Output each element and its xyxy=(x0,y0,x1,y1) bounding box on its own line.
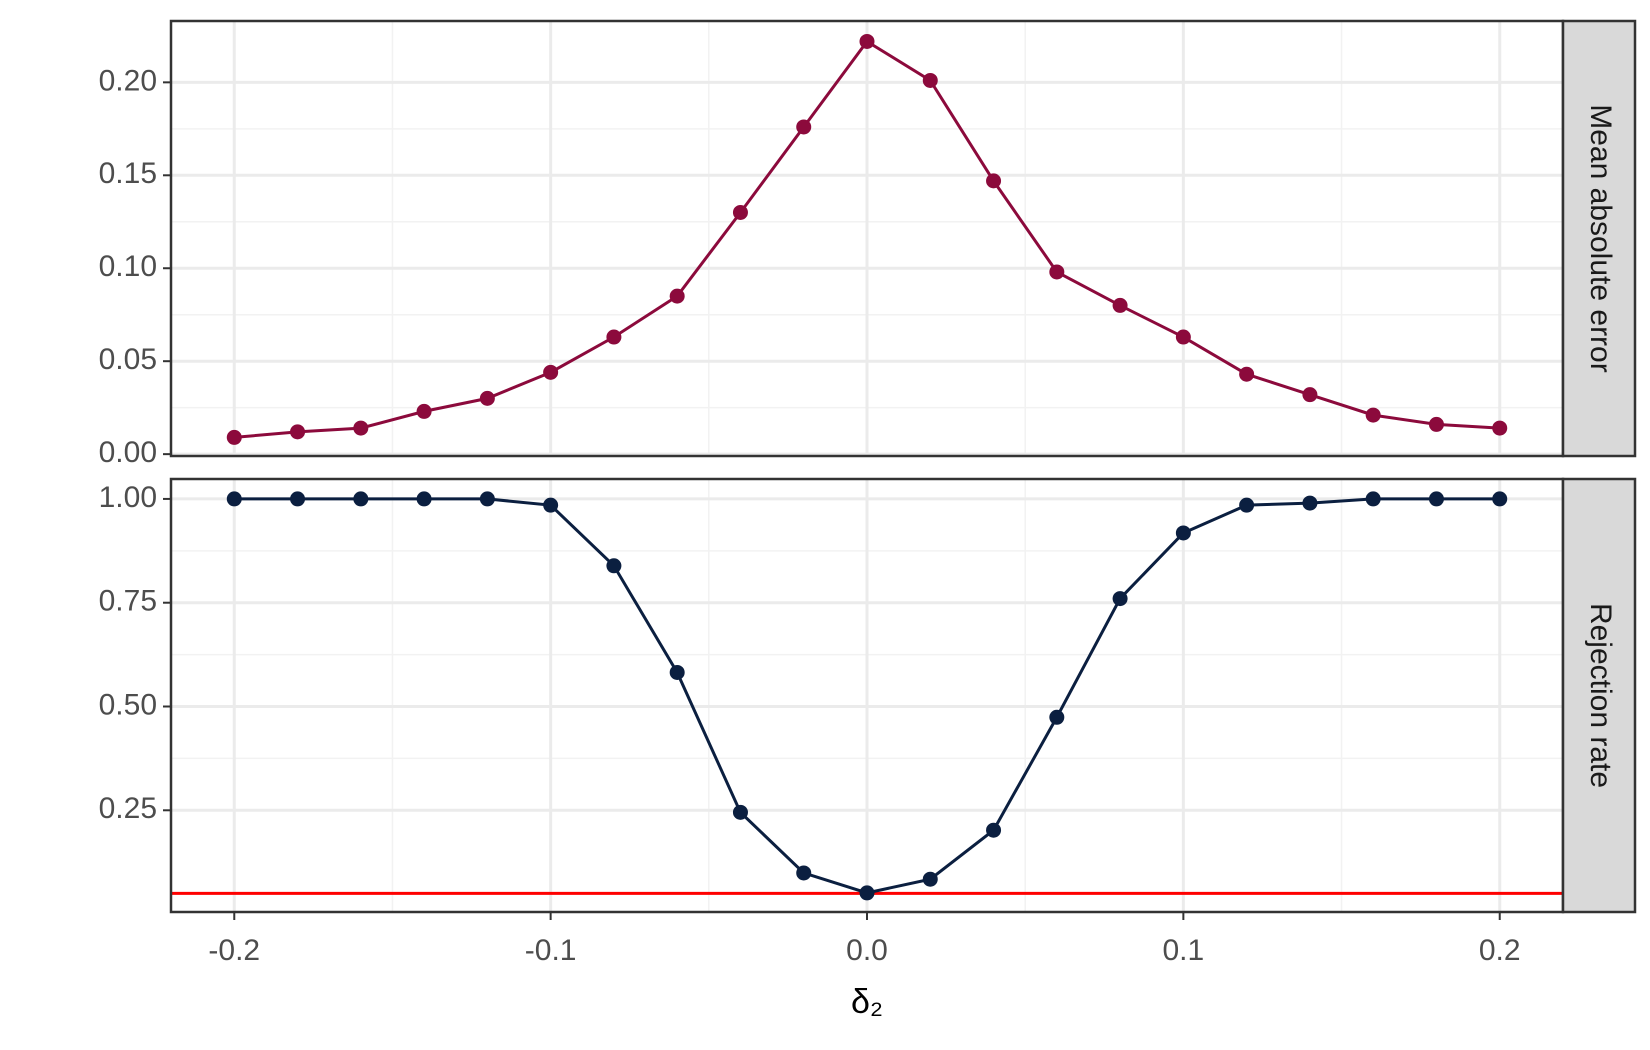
data-point xyxy=(353,491,369,507)
strip-label: Mean absolute error xyxy=(1584,104,1617,372)
data-point xyxy=(290,424,306,440)
data-point xyxy=(859,33,875,49)
data-point xyxy=(796,865,812,881)
data-point xyxy=(543,497,559,513)
data-point xyxy=(859,885,875,901)
x-tick-label: 0.1 xyxy=(1163,934,1205,967)
strip-label: Rejection rate xyxy=(1584,603,1617,788)
data-point xyxy=(922,72,938,88)
y-tick-label: 0.75 xyxy=(99,585,157,618)
data-point xyxy=(1175,329,1191,345)
data-point xyxy=(1112,297,1128,313)
data-point xyxy=(479,390,495,406)
data-point xyxy=(1492,420,1508,436)
data-point xyxy=(796,119,812,135)
data-point xyxy=(1239,497,1255,513)
data-point xyxy=(986,173,1002,189)
data-point xyxy=(986,822,1002,838)
data-point xyxy=(1365,491,1381,507)
y-tick-label: 0.25 xyxy=(99,792,157,825)
strip xyxy=(1561,19,1637,458)
data-point xyxy=(226,429,242,445)
x-tick-label: -0.2 xyxy=(208,934,260,967)
data-point xyxy=(669,288,685,304)
data-point xyxy=(1302,495,1318,511)
data-point xyxy=(1428,416,1444,432)
data-point xyxy=(416,491,432,507)
x-axis-label: δ₂ xyxy=(851,983,883,1021)
data-point xyxy=(606,558,622,574)
data-point xyxy=(1239,366,1255,382)
data-point xyxy=(226,491,242,507)
data-point xyxy=(1049,264,1065,280)
data-point xyxy=(669,664,685,680)
data-point xyxy=(1112,591,1128,607)
data-point xyxy=(1428,491,1444,507)
data-point xyxy=(1175,525,1191,541)
data-point xyxy=(606,329,622,345)
x-tick-label: -0.1 xyxy=(525,934,577,967)
data-point xyxy=(353,420,369,436)
data-point xyxy=(1302,387,1318,403)
y-tick-label: 1.00 xyxy=(99,481,157,514)
data-point xyxy=(1365,407,1381,423)
data-point xyxy=(1492,491,1508,507)
x-tick-label: 0.0 xyxy=(846,934,888,967)
y-tick-label: 0.20 xyxy=(99,64,157,97)
data-point xyxy=(479,491,495,507)
y-tick-label: 0.10 xyxy=(99,250,157,283)
data-point xyxy=(732,204,748,220)
data-point xyxy=(922,871,938,887)
y-tick-label: 0.50 xyxy=(99,688,157,721)
y-tick-label: 0.00 xyxy=(99,436,157,469)
strip xyxy=(1561,477,1637,914)
data-point xyxy=(732,804,748,820)
x-tick-label: 0.2 xyxy=(1479,934,1521,967)
data-point xyxy=(416,403,432,419)
data-point xyxy=(543,364,559,380)
data-point xyxy=(290,491,306,507)
y-tick-label: 0.15 xyxy=(99,157,157,190)
y-tick-label: 0.05 xyxy=(99,343,157,376)
data-point xyxy=(1049,709,1065,725)
